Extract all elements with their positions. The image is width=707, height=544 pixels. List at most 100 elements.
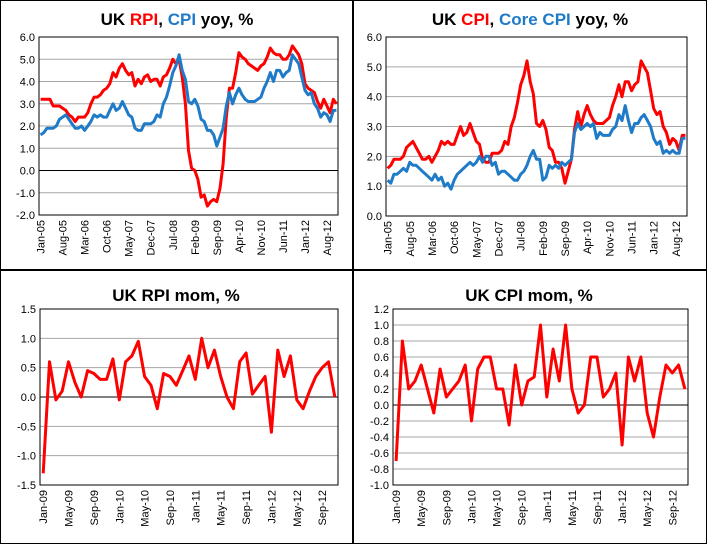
y-tick-label: 1.5	[21, 304, 36, 316]
x-tick-label: Feb-09	[190, 220, 202, 255]
x-tick-label: May-07	[124, 220, 136, 257]
y-tick-label: 0.2	[374, 384, 389, 396]
x-tick-label: Jan-11	[542, 490, 554, 523]
x-tick-label: Jan-10	[466, 490, 478, 524]
y-tick-label: 1.0	[21, 333, 36, 345]
y-tick-label: 2.0	[20, 121, 35, 133]
chart-svg: UK RPI mom, % -1.5 -1.0 -0.5 0.0 0.5 1.0 1.5 Jan…	[17, 286, 339, 527]
x-tick-label: Jan-12	[300, 220, 312, 254]
chart-title-part: UK RPI mom, %	[112, 286, 240, 305]
y-tick-label: 4.0	[20, 77, 35, 89]
chart-title-part: RPI	[130, 10, 158, 29]
chart-title-part: ,	[490, 10, 499, 29]
x-tick-label: May-07	[471, 221, 483, 258]
x-tick-label: Sep-10	[165, 490, 177, 525]
x-tick-label: Aug-12	[671, 221, 683, 256]
x-tick-label: Apr-10	[234, 220, 246, 253]
chart-title: UK RPI mom, %	[112, 286, 240, 305]
y-tick-label: 0.0	[367, 211, 382, 223]
x-tick-label: Jul-08	[516, 221, 528, 251]
x-tick-label: Jan-05	[36, 220, 48, 254]
plot-area	[392, 308, 689, 486]
series-line-cpi-mom	[394, 323, 687, 462]
chart-svg: UK CPI, Core CPI yoy, % 0.0 1.0 2.0 3.0 4.0 5.…	[367, 10, 688, 258]
x-tick-label: Jan-12	[266, 490, 278, 524]
y-tick-label: -2.0	[16, 210, 35, 222]
y-tick-label: 0.4	[374, 368, 389, 380]
chart-title-part: UK CPI mom, %	[465, 286, 593, 305]
x-tick-label: Jul-08	[168, 220, 180, 250]
plot-area	[38, 36, 339, 216]
x-tick-label: May-09	[64, 490, 76, 527]
x-tick-label: Sep-09	[212, 220, 224, 255]
x-tick-label: May-11	[216, 490, 228, 526]
y-tick-label: 3.0	[367, 122, 382, 134]
y-tick-label: 1.0	[374, 320, 389, 332]
x-tick-label: Sep-09	[89, 490, 101, 525]
x-tick-label: Nov-10	[256, 220, 268, 255]
y-tick-label: -0.4	[370, 432, 389, 444]
y-tick-label: 1.0	[20, 143, 35, 155]
x-tick-label: May-12	[642, 490, 654, 527]
y-tick-label: -0.5	[17, 421, 36, 433]
plot-area	[385, 36, 688, 217]
series-line-rpi-mom	[41, 336, 337, 474]
series-line-cpi	[39, 53, 337, 148]
x-tick-label: Oct-06	[102, 220, 114, 253]
series-line-core-cpi	[386, 104, 686, 191]
x-tick-label: Dec-07	[146, 220, 158, 255]
chart-title-part: UK	[432, 10, 461, 29]
chart-title-part: yoy, %	[196, 10, 253, 29]
x-tick-label: Aug-12	[322, 220, 334, 255]
plot-area	[39, 308, 339, 486]
x-tick-label: Mar-06	[80, 220, 92, 255]
x-tick-label: Jun-11	[627, 221, 639, 254]
y-tick-label: -0.6	[370, 448, 389, 460]
x-tick-label: Jan-09	[391, 490, 403, 524]
chart-title: UK RPI, CPI yoy, %	[101, 10, 254, 29]
chart-svg: UK RPI, CPI yoy, % -2.0 -1.0 0.0 1.0 2.0 3.0 4.…	[16, 10, 339, 257]
series-line-cpi	[386, 59, 686, 185]
x-tick-label: Sep-11	[592, 490, 604, 525]
y-tick-label: -1.0	[16, 188, 35, 200]
x-tick-label: May-10	[492, 490, 504, 527]
x-tick-label: May-10	[140, 490, 152, 527]
series-line-rpi	[40, 44, 338, 208]
x-tick-label: Feb-09	[538, 221, 550, 256]
x-tick-label: Jan-12	[649, 221, 661, 255]
y-tick-label: -0.8	[370, 464, 389, 476]
y-tick-label: 1.0	[367, 181, 382, 193]
x-tick-label: May-12	[292, 490, 304, 527]
y-tick-label: 4.0	[367, 92, 382, 104]
x-tick-label: Mar-06	[427, 221, 439, 256]
y-tick-label: 3.0	[20, 99, 35, 111]
x-tick-label: Oct-06	[449, 221, 461, 254]
y-tick-label: 6.0	[20, 32, 35, 44]
chart-title: UK CPI mom, %	[465, 286, 593, 305]
y-tick-label: 6.0	[367, 32, 382, 44]
chart-panel-cpi-core-yoy: UK CPI, Core CPI yoy, % 0.0 1.0 2.0 3.0 4.0 5.…	[353, 0, 707, 270]
chart-title-part: ,	[158, 10, 167, 29]
x-tick-label: Sep-12	[667, 490, 679, 525]
x-tick-label: Jun-11	[278, 220, 290, 253]
x-tick-label: Jan-05	[383, 221, 395, 255]
x-tick-label: Jan-12	[617, 490, 629, 524]
y-tick-label: 2.0	[367, 151, 382, 163]
y-tick-label: 1.2	[374, 304, 389, 316]
chart-title-part: yoy, %	[571, 10, 628, 29]
x-tick-label: Nov-10	[604, 221, 616, 256]
x-tick-label: May-09	[416, 490, 428, 527]
chart-panel-rpi-mom: UK RPI mom, % -1.5 -1.0 -0.5 0.0 0.5 1.0 1.5 Jan…	[0, 270, 353, 544]
x-tick-label: May-11	[567, 490, 579, 526]
y-tick-label: -1.0	[370, 480, 389, 492]
x-tick-label: Jan-09	[38, 490, 50, 524]
chart-title-part: CPI	[168, 10, 196, 29]
x-tick-label: Jan-11	[190, 490, 202, 523]
chart-title-part: UK	[101, 10, 130, 29]
chart-panel-rpi-cpi-yoy: UK RPI, CPI yoy, % -2.0 -1.0 0.0 1.0 2.0 3.0 4.…	[0, 0, 353, 270]
y-tick-label: -0.2	[370, 416, 389, 428]
y-tick-label: 5.0	[20, 54, 35, 66]
y-tick-label: 0.5	[21, 363, 36, 375]
y-tick-label: 0.8	[374, 336, 389, 348]
y-tick-label: 5.0	[367, 62, 382, 74]
